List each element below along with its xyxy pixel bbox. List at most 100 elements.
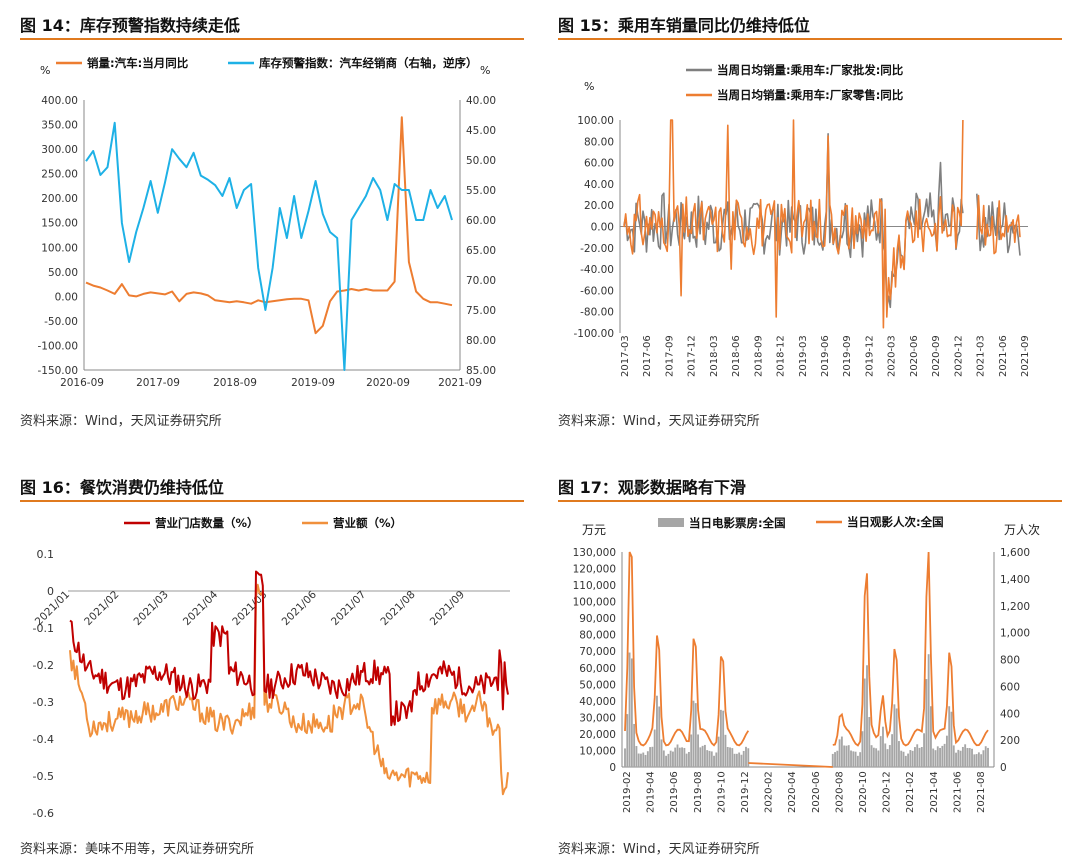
boxoffice-bar bbox=[733, 753, 736, 767]
boxoffice-bar bbox=[690, 734, 693, 767]
x-tick: 2019-10 bbox=[716, 771, 727, 813]
boxoffice-bar bbox=[649, 747, 652, 767]
x-tick: 2020-06 bbox=[811, 771, 822, 813]
title-rule bbox=[20, 38, 524, 40]
boxoffice-bar bbox=[973, 754, 976, 767]
boxoffice-bar bbox=[932, 748, 935, 767]
boxoffice-bar bbox=[669, 750, 672, 767]
boxoffice-bar bbox=[898, 741, 900, 767]
boxoffice-bar bbox=[697, 734, 699, 767]
boxoffice-bar bbox=[872, 747, 875, 767]
boxoffice-bar bbox=[717, 736, 720, 767]
panel-fig17: 图 17：观影数据略有下滑 万元 万人次 当日电影票房:全国 当日观影人次:全国 130… bbox=[558, 470, 1062, 862]
x-tick: 2018-12 bbox=[776, 335, 787, 377]
x-tick: 2019-12 bbox=[740, 771, 751, 813]
y-tick: 0.00 bbox=[591, 222, 614, 234]
boxoffice-bar bbox=[724, 734, 727, 767]
legend-retail-label: 当周日均销量:乘用车:厂家零售:同比 bbox=[717, 88, 904, 102]
y-tick-left: 110,000 bbox=[573, 580, 616, 592]
y-tick: -60.00 bbox=[580, 285, 614, 297]
boxoffice-bar bbox=[895, 708, 898, 767]
boxoffice-bar bbox=[916, 744, 919, 767]
boxoffice-bar bbox=[701, 745, 704, 767]
y-tick-left: 120,000 bbox=[573, 564, 616, 576]
y-tick-left: 40,000 bbox=[579, 696, 616, 708]
boxoffice-bar bbox=[838, 739, 841, 767]
y-tick-left: -150.00 bbox=[37, 365, 78, 377]
y-tick: -0.3 bbox=[33, 696, 54, 709]
boxoffice-bar bbox=[909, 750, 912, 767]
boxoffice-bar bbox=[658, 706, 661, 767]
series-stores-line bbox=[69, 570, 509, 727]
y-tick-left: 350.00 bbox=[41, 120, 78, 132]
boxoffice-bar bbox=[731, 748, 734, 767]
x-tick: 2020-09 bbox=[931, 335, 942, 377]
boxoffice-bar bbox=[968, 748, 971, 767]
boxoffice-bar bbox=[672, 751, 674, 767]
y-tick: 0.1 bbox=[37, 548, 55, 561]
y-tick-left: 0 bbox=[609, 762, 616, 774]
boxoffice-bar bbox=[966, 747, 969, 767]
boxoffice-bar bbox=[941, 745, 944, 767]
boxoffice-bar bbox=[624, 748, 626, 767]
boxoffice-bar bbox=[961, 746, 964, 767]
boxoffice-bar bbox=[710, 751, 713, 767]
boxoffice-bar bbox=[943, 743, 946, 767]
boxoffice-bar bbox=[646, 751, 649, 767]
y-tick-right: 50.00 bbox=[466, 155, 496, 167]
boxoffice-bar bbox=[923, 733, 926, 767]
boxoffice-bar bbox=[742, 750, 745, 767]
x-tick: 2019-06 bbox=[669, 771, 680, 813]
x-tick: 2021/09 bbox=[428, 589, 467, 628]
boxoffice-bar bbox=[939, 747, 941, 767]
boxoffice-bar bbox=[628, 652, 631, 767]
y-tick-right: 1,200 bbox=[1000, 601, 1030, 613]
boxoffice-bar bbox=[660, 739, 663, 767]
legend-stores-label: 营业门店数量（%） bbox=[155, 516, 259, 530]
x-tick: 2021-08 bbox=[976, 771, 987, 813]
boxoffice-bar bbox=[925, 679, 928, 767]
boxoffice-bar bbox=[834, 752, 836, 767]
boxoffice-bar bbox=[882, 726, 884, 767]
x-tick: 2019-06 bbox=[820, 335, 831, 377]
y-tick-left: 300.00 bbox=[41, 144, 78, 156]
legend-revenue-label: 营业额（%） bbox=[333, 516, 402, 530]
source-note: 资料来源：Wind，天风证券研究所 bbox=[20, 414, 222, 429]
y-tick-right: 600 bbox=[1000, 681, 1020, 693]
x-tick: 2021-09 bbox=[438, 377, 482, 389]
y-tick-left: 250.00 bbox=[41, 169, 78, 181]
y-tick-right: 55.00 bbox=[466, 185, 496, 197]
boxoffice-bar bbox=[914, 747, 916, 767]
boxoffice-bar bbox=[886, 749, 889, 767]
y-tick: 80.00 bbox=[584, 136, 614, 148]
boxoffice-bar bbox=[987, 747, 989, 767]
x-tick: 2020-02 bbox=[764, 771, 775, 813]
boxoffice-bar bbox=[870, 745, 873, 767]
y-tick-right: 60.00 bbox=[466, 215, 496, 227]
right-axis-unit: % bbox=[480, 64, 490, 77]
boxoffice-bar bbox=[653, 729, 656, 767]
x-tick: 2019-03 bbox=[798, 335, 809, 377]
boxoffice-bar bbox=[952, 745, 955, 767]
boxoffice-bar bbox=[945, 735, 948, 767]
y-tick-left: 100,000 bbox=[573, 597, 616, 609]
y-tick: 0 bbox=[47, 585, 54, 598]
y-tick-right: 400 bbox=[1000, 708, 1020, 720]
boxoffice-bar bbox=[745, 746, 747, 767]
boxoffice-bar bbox=[635, 746, 638, 767]
boxoffice-bar bbox=[964, 744, 967, 767]
x-tick: 2021-09 bbox=[1020, 335, 1031, 377]
x-tick: 2019-08 bbox=[693, 771, 704, 813]
y-tick-right: 75.00 bbox=[466, 305, 496, 317]
legend-boxoffice-label: 当日电影票房:全国 bbox=[689, 516, 786, 530]
boxoffice-bar bbox=[948, 706, 951, 767]
x-tick: 2020-06 bbox=[909, 335, 920, 377]
y-tick: -0.5 bbox=[33, 770, 54, 783]
y-tick-right: 0 bbox=[1000, 762, 1007, 774]
boxoffice-bar bbox=[644, 754, 647, 767]
y-tick-right: 40.00 bbox=[466, 95, 496, 107]
x-tick: 2021/03 bbox=[132, 589, 171, 628]
series-sales-line bbox=[85, 116, 453, 335]
boxoffice-bar bbox=[852, 751, 855, 767]
figure-title: 图 16：餐饮消费仍维持低位 bbox=[20, 478, 224, 497]
